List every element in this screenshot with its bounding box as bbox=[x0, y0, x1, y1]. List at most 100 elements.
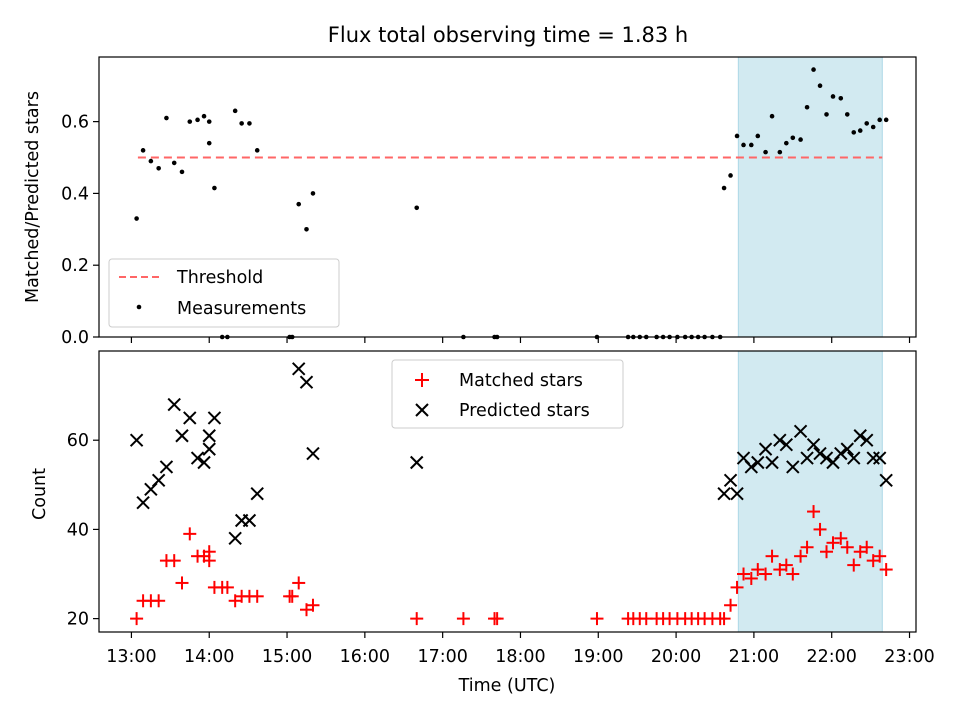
top-legend: Threshold Measurements bbox=[108, 258, 340, 328]
measurement-point-59 bbox=[830, 94, 836, 99]
measurement-point-4 bbox=[164, 115, 169, 121]
matched-star-point-45 bbox=[730, 580, 744, 594]
matched-star-point-61 bbox=[840, 540, 854, 554]
predicted-star-point-18 bbox=[299, 375, 314, 389]
predicted-star-point-13 bbox=[228, 531, 242, 546]
matched-star-point-24 bbox=[410, 612, 424, 626]
matched-star-point-57 bbox=[813, 522, 827, 536]
matched-star-point-56 bbox=[807, 505, 821, 519]
x-tick-label-5: 18:00 bbox=[495, 647, 545, 667]
measurement-point-12 bbox=[212, 185, 217, 191]
measurement-point-18 bbox=[254, 148, 260, 153]
predicted-star-point-31 bbox=[786, 460, 800, 474]
legend-matched-label: Matched stars bbox=[459, 371, 583, 391]
bottom-plot-frame bbox=[98, 350, 917, 633]
top-panel: 0.0 0.2 0.4 0.6 Flux total observing time =… bbox=[23, 23, 917, 348]
predicted-star-point-38 bbox=[834, 446, 848, 461]
bottom-y-tick-label-2: 60 bbox=[67, 431, 89, 451]
measurement-point-6 bbox=[179, 169, 185, 175]
top-legend-box bbox=[108, 258, 340, 328]
bottom-legend-box bbox=[391, 359, 624, 429]
matched-star-point-62 bbox=[847, 558, 861, 572]
top-y-tick-label-0: 0.0 bbox=[61, 328, 89, 348]
measurement-point-1 bbox=[140, 148, 146, 153]
matched-star-point-25 bbox=[456, 612, 470, 626]
matched-star-point-6 bbox=[175, 576, 189, 590]
measurement-point-61 bbox=[844, 112, 850, 117]
predicted-star-point-12 bbox=[207, 411, 222, 425]
bottom-y-tick-label-0: 20 bbox=[67, 610, 89, 630]
bottom-y-axis-label: Count bbox=[30, 468, 50, 520]
x-tick-label-1: 14:00 bbox=[184, 647, 234, 667]
measurement-point-57 bbox=[817, 83, 823, 89]
predicted-star-point-32 bbox=[793, 424, 808, 438]
top-chart-title: Flux total observing time = 1.83 h bbox=[328, 23, 688, 47]
measurement-point-8 bbox=[195, 117, 200, 123]
predicted-star-point-10 bbox=[202, 429, 216, 443]
predicted-star-point-3 bbox=[151, 473, 166, 488]
matched-star-point-50 bbox=[765, 549, 779, 563]
predicted-star-point-33 bbox=[800, 451, 814, 465]
matched-star-point-5 bbox=[167, 554, 181, 568]
matched-star-point-46 bbox=[737, 567, 751, 581]
measurement-point-47 bbox=[749, 142, 754, 148]
measurement-point-64 bbox=[864, 121, 870, 126]
predicted-star-point-11 bbox=[202, 442, 216, 456]
legend-matched-swatch bbox=[415, 373, 429, 387]
predicted-star-point-36 bbox=[819, 451, 834, 465]
predicted-star-point-23 bbox=[730, 487, 744, 501]
x-tick-label-0: 13:00 bbox=[106, 647, 156, 667]
x-tick-label-8: 21:00 bbox=[729, 647, 779, 667]
measurement-point-3 bbox=[156, 165, 161, 171]
bottom-legend: Matched stars Predicted stars bbox=[391, 359, 624, 429]
bottom-panel: 20 40 60 13:00 14:00 15:00 16:00 17:00 18:00 19:0… bbox=[30, 350, 935, 696]
measurement-point-45 bbox=[734, 133, 740, 139]
measurement-point-56 bbox=[811, 67, 816, 72]
top-y-tick-label-2: 0.4 bbox=[61, 184, 89, 204]
matched-star-point-59 bbox=[826, 536, 840, 550]
predicted-star-point-29 bbox=[773, 433, 787, 447]
measurement-point-66 bbox=[877, 117, 882, 123]
measurement-point-53 bbox=[790, 135, 796, 141]
measurement-point-48 bbox=[755, 133, 761, 139]
predicted-star-point-7 bbox=[183, 411, 197, 425]
measurement-point-7 bbox=[187, 119, 193, 124]
predicted-star-point-5 bbox=[167, 397, 181, 412]
predicted-star-point-20 bbox=[410, 455, 424, 470]
top-y-axis-label: Matched/Predicted stars bbox=[23, 91, 43, 303]
predicted-star-point-19 bbox=[306, 446, 320, 461]
predicted-star-point-16 bbox=[250, 487, 264, 501]
matched-star-point-47 bbox=[744, 571, 758, 585]
predicted-star-point-1 bbox=[136, 495, 150, 510]
matched-star-point-20 bbox=[285, 589, 299, 603]
measurement-point-44 bbox=[728, 173, 733, 178]
legend-predicted-swatch bbox=[415, 403, 429, 417]
top-shaded-interval bbox=[737, 56, 883, 338]
measurement-point-10 bbox=[206, 140, 212, 146]
measurement-point-51 bbox=[777, 149, 783, 155]
matched-star-point-52 bbox=[779, 558, 793, 572]
x-tick-label-10: 23:00 bbox=[884, 647, 934, 667]
measurement-point-17 bbox=[247, 121, 252, 126]
matched-star-point-28 bbox=[590, 612, 604, 626]
predicted-star-point-17 bbox=[292, 362, 306, 376]
predicted-star-point-34 bbox=[806, 437, 821, 452]
x-tick-label-6: 19:00 bbox=[573, 647, 623, 667]
measurement-point-52 bbox=[784, 140, 789, 146]
measurement-point-23 bbox=[310, 191, 316, 196]
predicted-star-point-9 bbox=[197, 455, 211, 470]
predicted-star-point-22 bbox=[723, 473, 738, 488]
x-tick-label-4: 17:00 bbox=[417, 647, 467, 667]
measurement-point-22 bbox=[304, 227, 309, 232]
predicted-star-point-43 bbox=[866, 451, 880, 465]
predicted-star-point-25 bbox=[744, 460, 759, 474]
matched-star-point-11 bbox=[202, 545, 216, 559]
matched-star-point-67 bbox=[879, 563, 893, 577]
top-y-tick-label-3: 0.6 bbox=[61, 113, 89, 133]
matched-star-point-43 bbox=[717, 612, 731, 626]
matched-star-point-54 bbox=[794, 549, 808, 563]
legend-predicted-label: Predicted stars bbox=[459, 401, 590, 421]
matched-star-point-64 bbox=[860, 540, 874, 554]
predicted-star-point-8 bbox=[190, 451, 205, 465]
